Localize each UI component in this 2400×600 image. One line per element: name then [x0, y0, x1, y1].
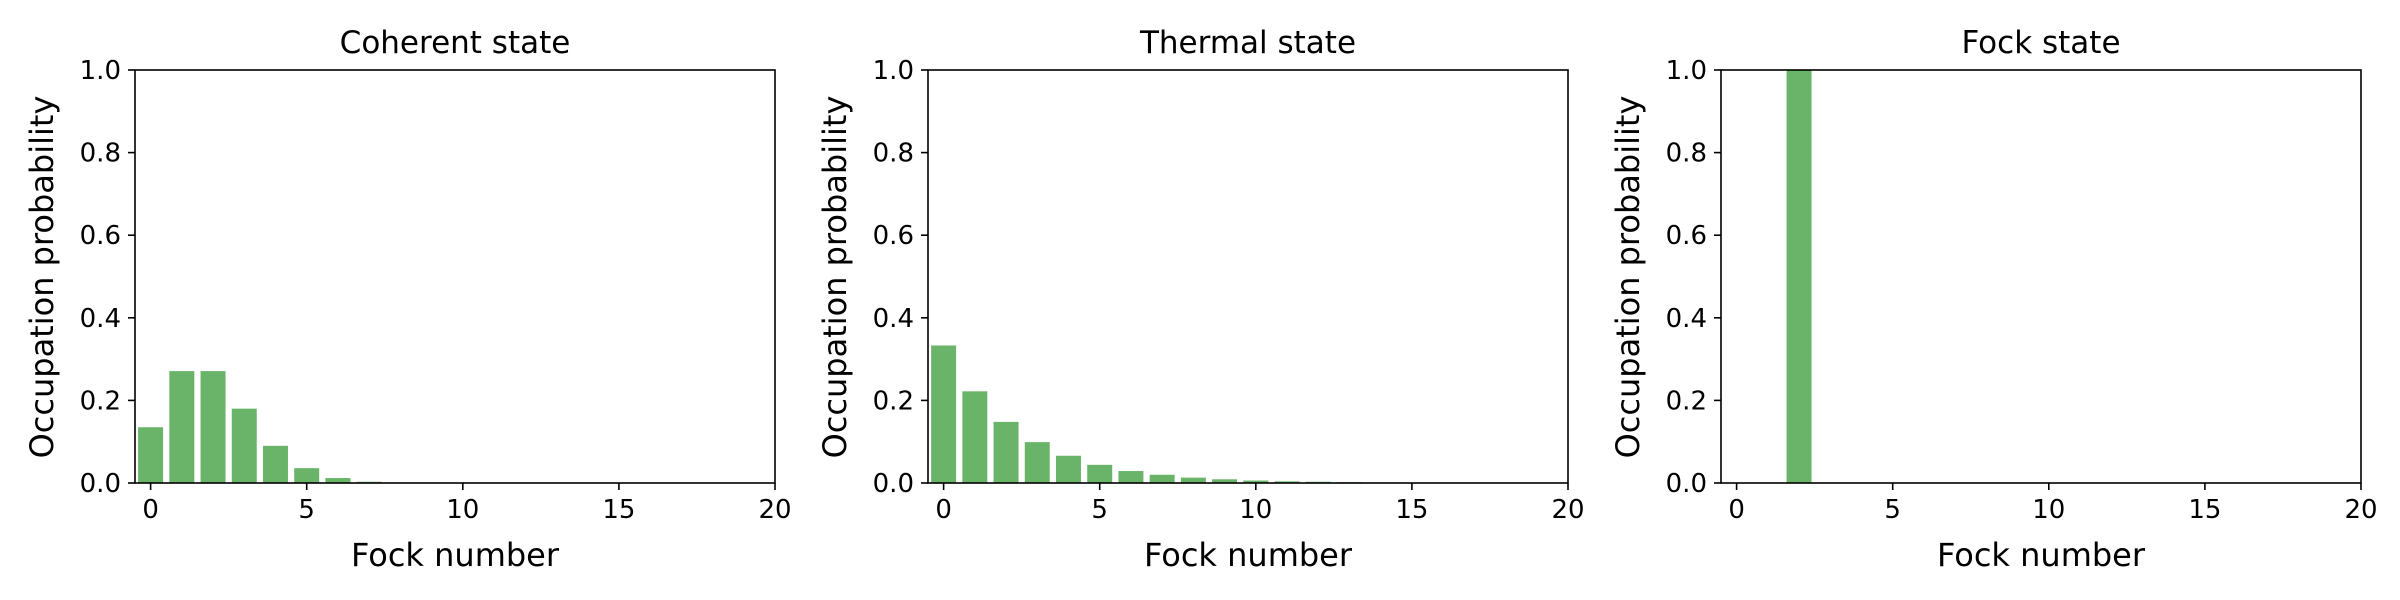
- panel-title: Thermal state: [1139, 25, 1356, 61]
- x-tick-label: 0: [142, 495, 159, 525]
- y-tick-label: 1.0: [80, 56, 121, 86]
- x-tick-label: 15: [602, 495, 635, 525]
- y-tick-label: 1.0: [1666, 56, 1707, 86]
- y-tick-label: 0.0: [1666, 469, 1707, 499]
- panel-thermal: Thermal state Occupation probability Foc…: [816, 25, 1585, 574]
- x-tick-label: 20: [758, 495, 791, 525]
- bar: [1212, 479, 1238, 483]
- y-tick-label: 0.0: [80, 469, 121, 499]
- y-tick-label: 0.0: [873, 469, 914, 499]
- bar: [1786, 70, 1812, 483]
- bar: [169, 371, 195, 483]
- y-axis-label: Occupation probability: [816, 96, 854, 459]
- x-tick-label: 5: [1884, 495, 1901, 525]
- panel-title: Fock state: [1961, 25, 2120, 61]
- bar: [1149, 474, 1175, 483]
- y-tick-label: 0.6: [1666, 221, 1707, 251]
- y-tick-label: 0.2: [1666, 386, 1707, 416]
- bar: [325, 478, 351, 483]
- bar: [962, 391, 988, 483]
- axes-frame: [134, 69, 776, 484]
- x-tick-label: 20: [1551, 495, 1584, 525]
- bar: [1180, 477, 1206, 483]
- y-tick-label: 0.8: [1666, 139, 1707, 169]
- panel-coherent: Coherent state Occupation probability Fo…: [23, 25, 792, 574]
- axes-frame: [1720, 69, 2362, 484]
- x-tick-label: 10: [1239, 495, 1272, 525]
- y-axis-label: Occupation probability: [1609, 96, 1647, 459]
- y-tick-label: 0.2: [873, 386, 914, 416]
- y-tick-label: 0.8: [873, 139, 914, 169]
- bar: [1274, 481, 1300, 483]
- bar: [231, 408, 257, 483]
- bar: [993, 421, 1019, 483]
- y-tick-label: 0.4: [873, 304, 914, 334]
- x-tick-label: 15: [1395, 495, 1428, 525]
- x-tick-label: 0: [935, 495, 952, 525]
- bar: [1087, 464, 1113, 483]
- bar: [294, 468, 320, 483]
- x-axis-label: Fock number: [351, 536, 560, 574]
- panel-title: Coherent state: [340, 25, 571, 61]
- y-tick-label: 0.8: [80, 139, 121, 169]
- x-tick-label: 10: [2032, 495, 2065, 525]
- y-tick-label: 0.6: [80, 221, 121, 251]
- bar: [200, 371, 226, 483]
- bar: [1243, 480, 1269, 483]
- y-tick-label: 0.6: [873, 221, 914, 251]
- y-axis-label: Occupation probability: [23, 96, 61, 459]
- x-tick-label: 15: [2188, 495, 2221, 525]
- bar: [1024, 442, 1050, 483]
- y-tick-label: 0.4: [80, 304, 121, 334]
- bar: [931, 345, 957, 483]
- bar: [263, 445, 288, 483]
- x-tick-label: 5: [1091, 495, 1108, 525]
- bar: [1118, 471, 1144, 483]
- y-tick-label: 1.0: [873, 56, 914, 86]
- x-tick-label: 0: [1728, 495, 1745, 525]
- x-tick-label: 5: [298, 495, 315, 525]
- axes-frame: [927, 69, 1569, 484]
- bar: [1056, 455, 1081, 483]
- x-tick-label: 20: [2344, 495, 2377, 525]
- bar: [138, 427, 164, 483]
- x-axis-label: Fock number: [1144, 536, 1353, 574]
- x-tick-label: 10: [446, 495, 479, 525]
- panel-fock: Fock state Occupation probability Fock n…: [1609, 25, 2378, 574]
- y-tick-label: 0.2: [80, 386, 121, 416]
- x-axis-label: Fock number: [1937, 536, 2146, 574]
- y-tick-label: 0.4: [1666, 304, 1707, 334]
